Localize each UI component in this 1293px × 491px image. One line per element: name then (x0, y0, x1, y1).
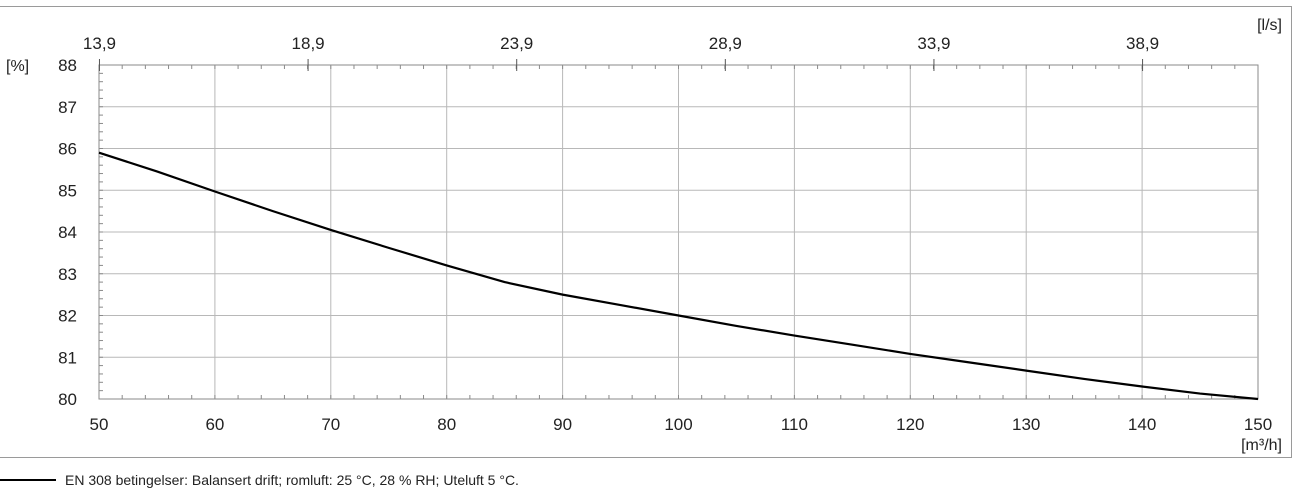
x-tick-label: 70 (321, 415, 340, 434)
x2-tick-label: 23,9 (500, 34, 533, 53)
x2-axis-unit: [l/s] (1257, 17, 1282, 34)
x-tick-label: 80 (437, 415, 456, 434)
x-tick-label: 120 (896, 415, 924, 434)
y-tick-label: 85 (58, 181, 77, 200)
x2-tick-label: 13,9 (83, 34, 116, 53)
x-axis-unit: [m³/h] (1241, 437, 1282, 454)
series-line-0 (98, 151, 1259, 401)
y-tick-label: 86 (58, 140, 77, 159)
y-tick-label: 84 (58, 223, 77, 242)
efficiency-chart: 80 81 82 83 84 85 86 87 88 50 60 70 80 90 100 110 120 130… (6, 17, 1282, 454)
x2-tick-label: 18,9 (292, 34, 325, 53)
x2-tick-label: 28,9 (709, 34, 742, 53)
x2-tick-label: 38,9 (1126, 34, 1159, 53)
chart-frame: 80 81 82 83 84 85 86 87 88 50 60 70 80 90 100 110 120 130… (0, 6, 1292, 458)
y-tick-label: 87 (58, 98, 77, 117)
legend-line-swatch (0, 479, 56, 481)
y-tick-label: 82 (58, 307, 77, 326)
x2-tick-label: 33,9 (917, 34, 950, 53)
x-tick-label: 130 (1012, 415, 1040, 434)
x-tick-label: 140 (1128, 415, 1156, 434)
x-tick-label: 60 (205, 415, 224, 434)
x-tick-label: 50 (90, 415, 109, 434)
x-tick-label: 110 (781, 415, 808, 434)
y-tick-label: 88 (58, 56, 77, 75)
y-tick-label: 81 (58, 348, 77, 367)
x-tick-label: 150 (1244, 415, 1272, 434)
y-tick-label: 83 (58, 265, 77, 284)
x-tick-label: 100 (664, 415, 692, 434)
y-tick-label: 80 (58, 390, 77, 409)
legend-label: EN 308 betingelser: Balansert drift; rom… (65, 472, 519, 488)
legend: EN 308 betingelser: Balansert drift; rom… (0, 470, 519, 490)
x-tick-label: 90 (553, 415, 572, 434)
y-axis-unit: [%] (6, 58, 29, 75)
